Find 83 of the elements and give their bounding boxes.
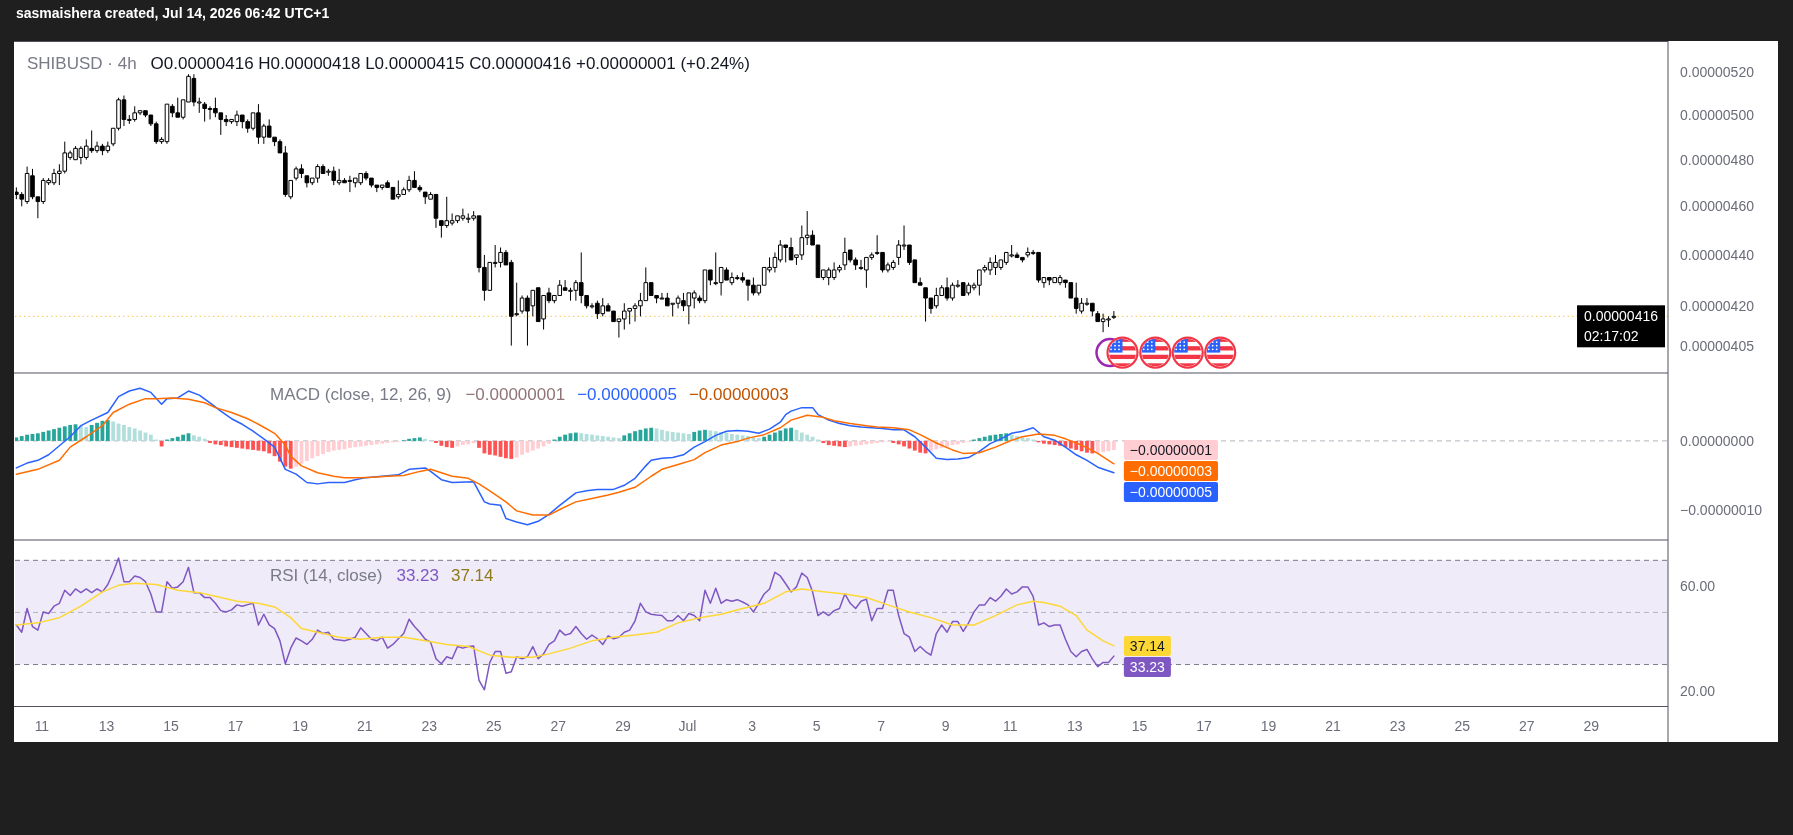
bar <box>105 420 110 441</box>
y-tick-label: 0.00000420 <box>1680 297 1755 314</box>
x-tick-label: 29 <box>615 717 631 734</box>
annotation: −0.00000001 <box>1129 441 1213 458</box>
x-tick-label: 9 <box>941 717 950 734</box>
bar <box>842 440 847 448</box>
x-tick-label: 17 <box>227 717 244 734</box>
bar <box>617 438 621 441</box>
y-tick-label: 20.00 <box>1680 682 1716 699</box>
x-tick-label: Jul <box>678 717 697 734</box>
bar <box>159 440 164 447</box>
x-tick-label: 17 <box>1196 717 1212 734</box>
y-tick-label: 0.00000480 <box>1680 151 1755 168</box>
y-tick-label: 60.00 <box>1680 578 1716 595</box>
text: −0.00000005 <box>577 385 677 404</box>
bar <box>611 437 616 441</box>
x-tick-label: 3 <box>748 717 757 734</box>
y-tick-label: 0.00000405 <box>1680 337 1755 354</box>
text: −0.00000001 <box>465 385 566 404</box>
bar <box>547 440 551 444</box>
text: 33.23 <box>396 566 439 585</box>
y-tick-label: 0.00000000 <box>1680 432 1755 449</box>
x-tick-label: 5 <box>812 717 821 734</box>
x-tick-label: 19 <box>292 717 309 734</box>
candlestick <box>1111 310 1117 320</box>
x-tick-label: 27 <box>550 717 567 734</box>
line-series <box>15 582 1115 658</box>
x-tick-label: 19 <box>1260 717 1277 734</box>
annotation: −0.00000003 <box>1129 462 1213 479</box>
bar <box>756 438 761 441</box>
x-tick-label: 7 <box>877 717 886 734</box>
bar <box>471 440 476 443</box>
bar <box>202 438 207 441</box>
bar <box>15 437 19 441</box>
x-tick-label: 27 <box>1518 717 1535 734</box>
x-tick-label: 13 <box>1067 717 1083 734</box>
annotation: −0.00000005 <box>1129 483 1213 500</box>
text: O0.00000416 H0.00000418 L0.00000415 C0.00000416 +0.00000001 (+0.24%) <box>150 54 750 73</box>
x-tick-label: 25 <box>1454 717 1471 734</box>
x-tick-label: 11 <box>34 717 50 734</box>
bar <box>622 435 627 441</box>
x-tick-label: 25 <box>486 717 502 734</box>
x-tick-label: 15 <box>1131 717 1148 734</box>
bar <box>579 433 584 441</box>
bar <box>686 433 691 441</box>
bar <box>1111 440 1116 450</box>
x-tick-label: 23 <box>421 717 438 734</box>
bar <box>417 437 422 441</box>
x-tick-label: 29 <box>1583 717 1600 734</box>
bar <box>477 440 481 448</box>
bar <box>111 421 116 441</box>
bar <box>692 431 697 441</box>
bar <box>573 432 578 441</box>
bar <box>762 436 767 441</box>
text: RSI (14, close) <box>270 566 383 585</box>
annotation: 02:17:02 <box>1584 328 1639 345</box>
y-tick-label: −0.00000010 <box>1680 502 1763 519</box>
x-tick-label: 21 <box>356 717 373 734</box>
bar <box>208 440 212 443</box>
annotation: 33.23 <box>1129 658 1166 675</box>
y-tick-label: 0.00000440 <box>1680 246 1755 263</box>
x-tick-label: 13 <box>98 717 115 734</box>
text: −0.00000003 <box>688 385 789 404</box>
line-series <box>15 557 1115 691</box>
x-tick-label: 11 <box>1003 717 1018 734</box>
bar <box>848 440 853 447</box>
text: 37.14 <box>450 566 494 585</box>
annotation: 37.14 <box>1129 637 1166 654</box>
text: MACD (close, 12, 26, 9) <box>270 385 452 404</box>
bar <box>891 440 896 443</box>
x-tick-label: 21 <box>1325 717 1342 734</box>
bar <box>294 440 298 467</box>
text: SHIBUSD · 4h <box>27 54 137 73</box>
bar <box>288 440 293 469</box>
y-tick-label: 0.00000460 <box>1680 198 1755 215</box>
text: sasmaishera created, Jul 14, 2026 06:42 UTC+1 <box>16 5 330 21</box>
bar <box>423 438 428 441</box>
bar <box>821 440 826 443</box>
x-tick-label: 15 <box>163 717 180 734</box>
y-tick-label: 0.00000500 <box>1680 107 1755 124</box>
x-tick-label: 23 <box>1389 717 1406 734</box>
y-tick-label: 0.00000520 <box>1680 64 1755 81</box>
ref-line-label: 0.00000416 <box>1584 308 1659 325</box>
